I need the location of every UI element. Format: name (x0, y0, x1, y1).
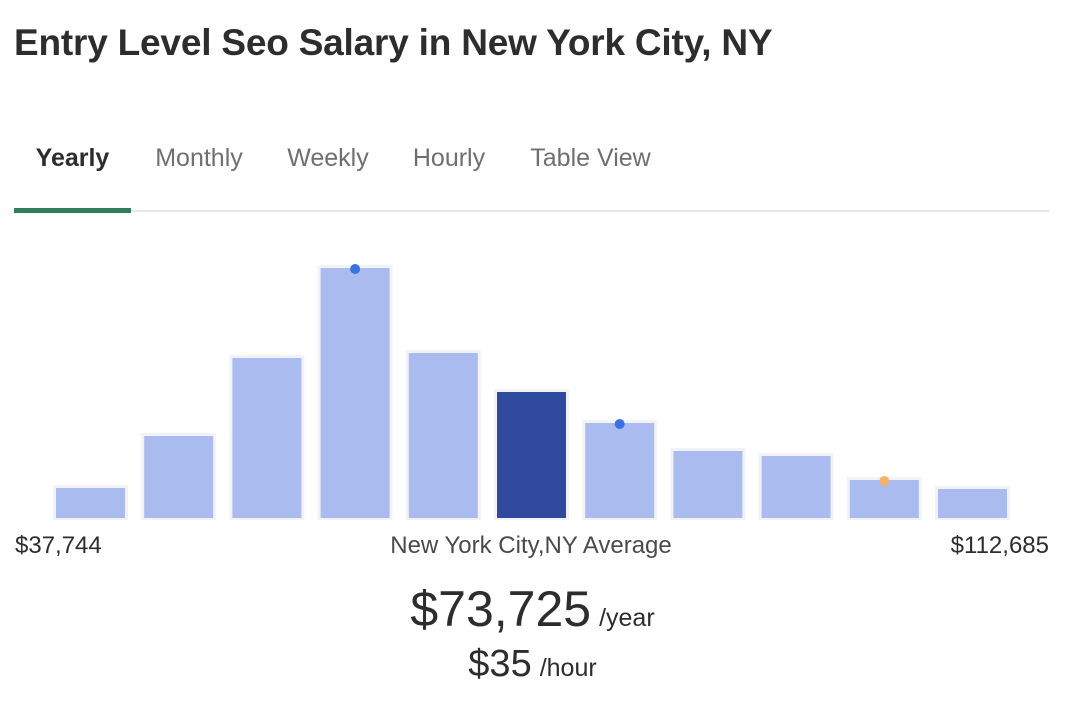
page-title: Entry Level Seo Salary in New York City,… (14, 22, 773, 63)
histogram-bar[interactable] (938, 489, 1007, 518)
histogram-bar[interactable] (56, 488, 125, 518)
histogram-bar[interactable] (585, 423, 655, 518)
yearly-unit: /year (599, 604, 655, 632)
yearly-average: $73,725/year (0, 580, 1065, 638)
yearly-average-value: $73,725 (410, 581, 592, 637)
histogram-bar[interactable] (849, 480, 919, 518)
hourly-average: $35/hour (0, 643, 1065, 686)
hourly-average-value: $35 (468, 643, 532, 685)
histogram-bar[interactable] (761, 456, 831, 518)
tab-hourly[interactable]: Hourly (412, 144, 486, 172)
histogram-bar-average[interactable] (497, 392, 566, 518)
histogram-bar[interactable] (144, 436, 214, 518)
histogram-bar[interactable] (673, 451, 743, 518)
tab-weekly[interactable]: Weekly (287, 144, 369, 172)
tab-yearly[interactable]: Yearly (14, 128, 131, 213)
tab-monthly[interactable]: Monthly (155, 144, 243, 172)
bar-marker-dot (879, 476, 890, 486)
histogram-bar[interactable] (408, 353, 478, 518)
average-location-label: New York City,NY Average (390, 532, 672, 559)
x-axis-max-label: $112,685 (950, 532, 1049, 559)
bar-marker-dot (350, 264, 361, 274)
salary-histogram (53, 264, 1010, 520)
bar-marker-dot (614, 419, 625, 429)
x-axis-min-label: $37,744 (15, 532, 102, 559)
tab-table-view[interactable]: Table View (530, 144, 651, 172)
histogram-bar[interactable] (320, 268, 390, 518)
salary-period-tabs: Yearly Monthly Weekly Hourly Table View (14, 128, 1049, 213)
hourly-unit: /hour (539, 654, 597, 682)
histogram-bar[interactable] (232, 358, 302, 518)
